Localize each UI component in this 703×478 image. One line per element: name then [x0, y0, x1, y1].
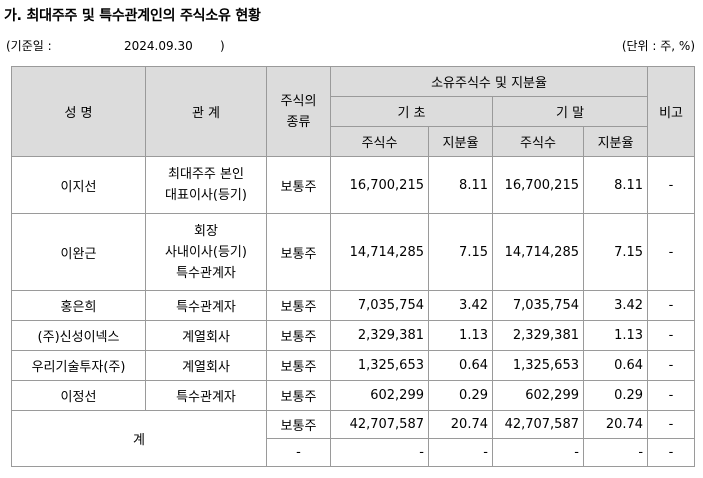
table-row: 이지선 최대주주 본인 대표이사(등기) 보통주 16,700,215 8.11… [11, 156, 696, 214]
header-note: 비고 [647, 66, 696, 157]
row-start-ratio: 0.29 [428, 380, 493, 411]
header-end-shares: 주식수 [492, 126, 584, 157]
total-end-shares: 42,707,587 [492, 410, 584, 439]
row-type: 보통주 [266, 380, 331, 411]
header-stock-type: 주식의 종류 [266, 66, 331, 157]
section-title: 가. 최대주주 및 특수관계인의 주식소유 현황 [4, 8, 261, 24]
unit-note: (단위 : 주, %) [621, 39, 695, 53]
row-type: 보통주 [266, 213, 331, 291]
row-start-ratio: 3.42 [428, 290, 493, 321]
base-date-close: ) [220, 39, 225, 53]
row-end-ratio: 3.42 [582, 290, 649, 321]
row-relation-line: 회장 [194, 223, 218, 239]
total-label: 계 [11, 410, 267, 467]
base-date-label: (기준일 : [6, 39, 52, 53]
total-start-ratio: - [428, 438, 493, 467]
row-start-shares: 2,329,381 [330, 320, 429, 351]
row-type: 보통주 [266, 290, 331, 321]
row-note: - [647, 320, 696, 351]
total-note: - [647, 438, 696, 467]
header-end-ratio: 지분율 [582, 126, 649, 157]
row-relation-line: 사내이사(등기) [165, 244, 247, 260]
total-start-ratio: 20.74 [428, 410, 493, 439]
row-relation-line: 최대주주 본인 [168, 167, 244, 182]
row-relation: 계열회사 [145, 350, 267, 381]
row-start-shares: 602,299 [330, 380, 429, 411]
table-row: 홍은희 특수관계자 보통주 7,035,754 3.42 7,035,754 3… [11, 290, 696, 321]
total-type: 보통주 [266, 410, 331, 439]
row-type: 보통주 [266, 350, 331, 381]
total-start-shares: 42,707,587 [330, 410, 429, 439]
header-stock-type-line1: 주식의 [280, 93, 317, 109]
table-row: 이정선 특수관계자 보통주 602,299 0.29 602,299 0.29 … [11, 380, 696, 411]
row-start-ratio: 8.11 [428, 156, 493, 214]
base-date: (기준일 : 2024.09.30) [6, 37, 225, 54]
row-start-shares: 14,714,285 [330, 213, 429, 291]
row-relation-line: 대표이사(등기) [165, 188, 247, 203]
header-holdings: 소유주식수 및 지분율 [329, 66, 649, 97]
row-end-shares: 2,329,381 [492, 320, 584, 351]
header-end: 기 말 [491, 96, 649, 127]
row-end-shares: 16,700,215 [492, 156, 584, 214]
row-end-ratio: 8.11 [582, 156, 649, 214]
header-start-ratio: 지분율 [428, 126, 493, 157]
row-name: 이지선 [11, 156, 146, 214]
row-name: 우리기술투자(주) [11, 350, 146, 381]
row-start-ratio: 0.64 [428, 350, 493, 381]
header-name: 성 명 [11, 66, 146, 157]
total-row: 계 보통주 42,707,587 20.74 42,707,587 20.74 … [11, 410, 696, 467]
table-row: 이완근 회장 사내이사(등기) 특수관계자 보통주 14,714,285 7.1… [11, 213, 696, 291]
total-start-shares: - [330, 438, 429, 467]
row-name: 이완근 [11, 213, 146, 291]
row-note: - [647, 213, 696, 291]
total-end-ratio: 20.74 [582, 410, 649, 439]
row-name: 홍은희 [11, 290, 146, 321]
row-type: 보통주 [266, 320, 331, 351]
row-note: - [647, 290, 696, 321]
header-relation: 관 계 [145, 66, 267, 157]
row-relation: 회장 사내이사(등기) 특수관계자 [145, 213, 267, 291]
row-relation: 특수관계자 [145, 380, 267, 411]
total-note: - [647, 410, 696, 439]
total-type: - [266, 438, 331, 467]
row-end-shares: 1,325,653 [492, 350, 584, 381]
row-start-ratio: 7.15 [428, 213, 493, 291]
row-end-shares: 7,035,754 [492, 290, 584, 321]
total-end-shares: - [492, 438, 584, 467]
row-relation-line: 특수관계자 [176, 265, 236, 281]
row-start-shares: 7,035,754 [330, 290, 429, 321]
row-start-shares: 16,700,215 [330, 156, 429, 214]
total-end-ratio: - [582, 438, 649, 467]
header-start: 기 초 [330, 96, 493, 127]
row-note: - [647, 350, 696, 381]
table-row: (주)신성이넥스 계열회사 보통주 2,329,381 1.13 2,329,3… [11, 320, 696, 351]
row-relation: 특수관계자 [145, 290, 267, 321]
row-start-shares: 1,325,653 [330, 350, 429, 381]
row-name: (주)신성이넥스 [11, 320, 146, 351]
row-end-ratio: 1.13 [582, 320, 649, 351]
base-date-value: 2024.09.30 [124, 39, 193, 53]
row-type: 보통주 [266, 156, 331, 214]
shareholding-table: 성 명 관 계 주식의 종류 소유주식수 및 지분율 비고 기 초 기 말 주식… [11, 66, 696, 467]
row-relation: 최대주주 본인 대표이사(등기) [145, 156, 267, 214]
header-start-shares: 주식수 [330, 126, 429, 157]
row-note: - [647, 156, 696, 214]
table-row: 우리기술투자(주) 계열회사 보통주 1,325,653 0.64 1,325,… [11, 350, 696, 381]
row-name: 이정선 [11, 380, 146, 411]
row-end-shares: 602,299 [492, 380, 584, 411]
total-row: - - - - - - [12, 438, 696, 467]
row-note: - [647, 380, 696, 411]
row-end-ratio: 7.15 [582, 213, 649, 291]
header-stock-type-line2: 종류 [286, 114, 311, 130]
row-start-ratio: 1.13 [428, 320, 493, 351]
row-relation: 계열회사 [145, 320, 267, 351]
row-end-shares: 14,714,285 [492, 213, 584, 291]
row-end-ratio: 0.64 [582, 350, 649, 381]
row-end-ratio: 0.29 [582, 380, 649, 411]
